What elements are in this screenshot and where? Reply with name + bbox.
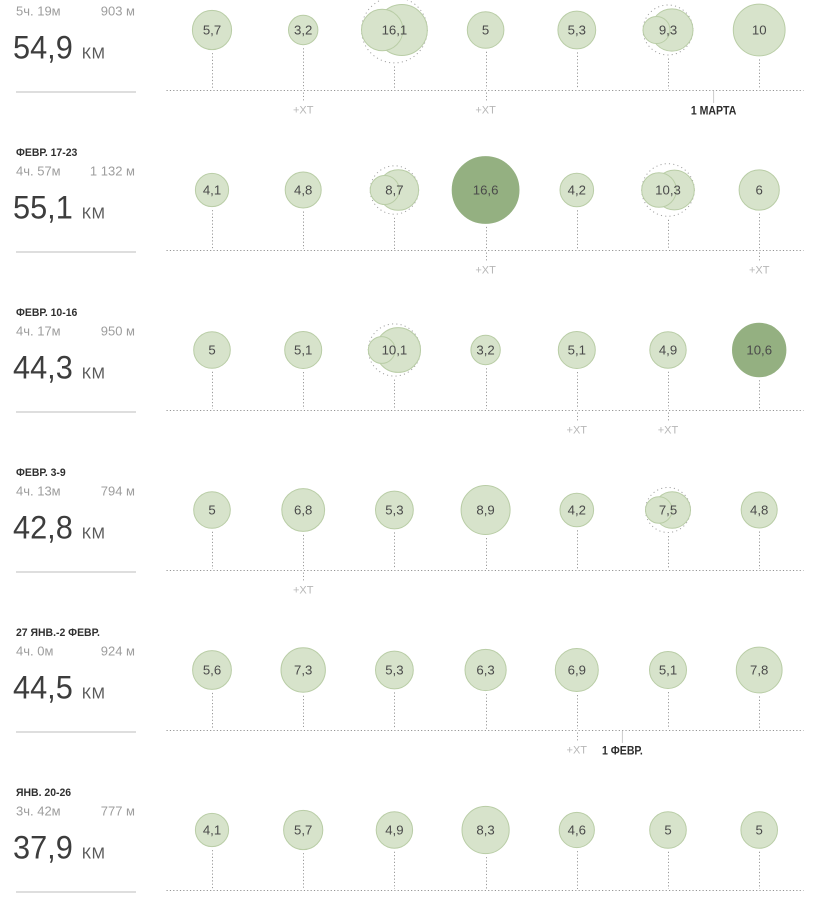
svg-text:КМ: КМ [82,845,106,862]
svg-text:5,7: 5,7 [294,823,312,838]
svg-text:27 ЯНВ.-2 ФЕВР.: 27 ЯНВ.-2 ФЕВР. [16,627,100,639]
svg-text:5,3: 5,3 [385,503,403,518]
svg-text:5,3: 5,3 [385,663,403,678]
svg-text:10,1: 10,1 [382,343,408,358]
svg-text:8,7: 8,7 [385,183,403,198]
svg-text:8,3: 8,3 [476,823,494,838]
svg-text:3,2: 3,2 [294,23,312,38]
svg-text:5,1: 5,1 [294,343,312,358]
svg-text:4,8: 4,8 [750,503,768,518]
svg-text:10,3: 10,3 [655,183,681,198]
svg-text:4,2: 4,2 [568,503,586,518]
svg-text:ФЕВР. 3-9: ФЕВР. 3-9 [16,467,66,479]
svg-text:6,3: 6,3 [476,663,494,678]
svg-text:5,3: 5,3 [568,23,586,38]
svg-text:КМ: КМ [82,205,106,222]
svg-text:5,1: 5,1 [568,343,586,358]
svg-text:ФЕВР. 10-16: ФЕВР. 10-16 [16,307,77,319]
svg-text:+ХТ: +ХТ [475,265,496,277]
svg-text:55,1: 55,1 [13,190,73,226]
svg-text:5,7: 5,7 [203,23,221,38]
svg-text:42,8: 42,8 [13,510,73,546]
svg-text:КМ: КМ [82,525,106,542]
svg-text:5,1: 5,1 [659,663,677,678]
svg-text:10,6: 10,6 [746,343,772,358]
svg-text:777 м: 777 м [101,804,135,819]
svg-text:+ХТ: +ХТ [293,585,314,597]
svg-text:4,1: 4,1 [203,183,221,198]
svg-text:5: 5 [756,823,763,838]
svg-text:903 м: 903 м [101,4,135,19]
svg-text:5: 5 [208,343,215,358]
svg-text:4ч. 0м: 4ч. 0м [16,644,53,659]
svg-text:9,3: 9,3 [659,23,677,38]
svg-text:3,2: 3,2 [476,343,494,358]
svg-text:КМ: КМ [82,45,106,62]
svg-text:44,3: 44,3 [13,350,73,386]
svg-text:ФЕВР. 17-23: ФЕВР. 17-23 [16,147,77,159]
svg-text:5: 5 [208,503,215,518]
svg-text:44,5: 44,5 [13,670,73,706]
svg-text:КМ: КМ [82,685,106,702]
svg-text:794 м: 794 м [101,484,135,499]
svg-text:7,3: 7,3 [294,663,312,678]
svg-text:1 МАРТА: 1 МАРТА [691,105,737,118]
svg-text:4,8: 4,8 [294,183,312,198]
svg-text:4,2: 4,2 [568,183,586,198]
svg-text:5,6: 5,6 [203,663,221,678]
svg-text:+ХТ: +ХТ [749,265,770,277]
svg-text:6,9: 6,9 [568,663,586,678]
svg-text:+ХТ: +ХТ [658,425,679,437]
svg-text:924 м: 924 м [101,644,135,659]
svg-text:950 м: 950 м [101,324,135,339]
svg-text:8,9: 8,9 [476,503,494,518]
svg-text:4,9: 4,9 [659,343,677,358]
svg-text:10: 10 [752,23,767,38]
svg-text:6,8: 6,8 [294,503,312,518]
svg-text:4,6: 4,6 [568,823,586,838]
svg-text:+ХТ: +ХТ [567,425,588,437]
svg-text:1 132 м: 1 132 м [90,164,135,179]
svg-text:+ХТ: +ХТ [567,745,588,757]
svg-text:4ч. 17м: 4ч. 17м [16,324,61,339]
svg-text:7,8: 7,8 [750,663,768,678]
svg-text:7,5: 7,5 [659,503,677,518]
svg-text:+ХТ: +ХТ [475,105,496,117]
svg-text:37,9: 37,9 [13,830,73,866]
svg-text:54,9: 54,9 [13,30,73,66]
svg-text:4ч. 13м: 4ч. 13м [16,484,61,499]
svg-text:16,6: 16,6 [473,183,499,198]
svg-text:4ч. 57м: 4ч. 57м [16,164,61,179]
svg-text:4,1: 4,1 [203,823,221,838]
svg-text:16,1: 16,1 [382,23,408,38]
svg-text:3ч. 42м: 3ч. 42м [16,804,61,819]
svg-text:+ХТ: +ХТ [293,105,314,117]
svg-text:ЯНВ. 20-26: ЯНВ. 20-26 [16,787,71,799]
svg-text:КМ: КМ [82,365,106,382]
svg-text:5: 5 [664,823,671,838]
svg-text:6: 6 [756,183,763,198]
svg-text:4,9: 4,9 [385,823,403,838]
svg-text:1 ФЕВР.: 1 ФЕВР. [602,745,643,758]
svg-text:5: 5 [482,23,489,38]
svg-text:5ч. 19м: 5ч. 19м [16,4,61,19]
